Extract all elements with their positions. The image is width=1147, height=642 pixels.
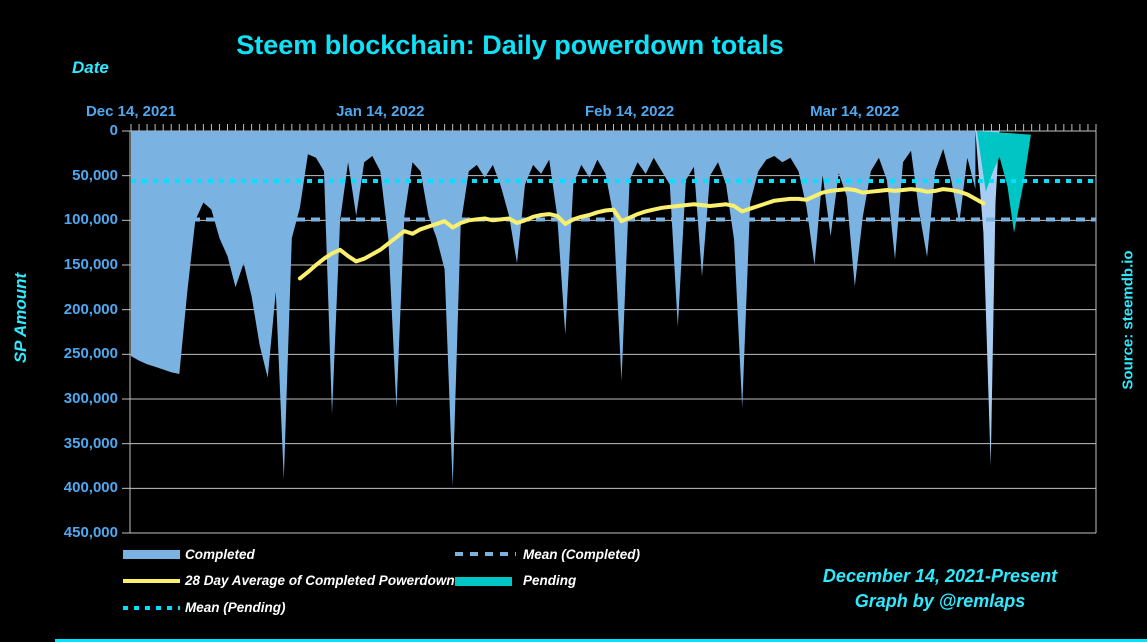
y-tick-label: 200,000 [63,300,118,318]
legend-swatch-avg28 [123,579,180,583]
completed-area [131,131,976,487]
y-tick-label: 50,000 [72,166,118,184]
completed-tail-area [975,131,1000,466]
x-axis-title: Date [72,58,109,77]
footer-credit: Graph by @remlaps [854,591,1026,611]
bottom-border-line [55,639,1147,642]
y-tick-label: 300,000 [63,390,118,407]
y-tick-label: 400,000 [63,479,118,497]
legend-label-pending: Pending [523,573,577,588]
page-title: Steem blockchain: Daily powerdown totals [236,30,784,60]
y-tick-label: 100,000 [63,211,118,229]
y-tick-label: 150,000 [63,256,118,273]
x-tick-label: Mar 14, 2022 [810,103,900,120]
legend-label-completed: Completed [185,547,255,562]
pending-area [977,131,1031,233]
legend-label-avg28: 28 Day Average of Completed Powerdowns [185,573,463,588]
footer-date-range: December 14, 2021-Present [822,566,1058,586]
y-tick-label: 0 [109,122,118,139]
legend-swatch-pending [455,577,512,586]
legend-label-mean-completed: Mean (Completed) [523,547,641,562]
x-tick-label: Feb 14, 2022 [584,103,675,120]
x-tick-label: Dec 14, 2021 [85,103,177,120]
legend-label-mean-pending: Mean (Pending) [185,600,286,615]
x-tick-label: Jan 14, 2022 [336,103,425,120]
legend-swatch-mean-completed [455,552,516,556]
y-tick-label: 250,000 [63,345,118,363]
y-tick-label: 350,000 [63,434,118,452]
avg28-line [297,187,986,281]
legend-swatch-completed [123,550,180,559]
y-tick-label: 450,000 [63,524,118,541]
legend-swatch-mean-pending [123,606,180,610]
